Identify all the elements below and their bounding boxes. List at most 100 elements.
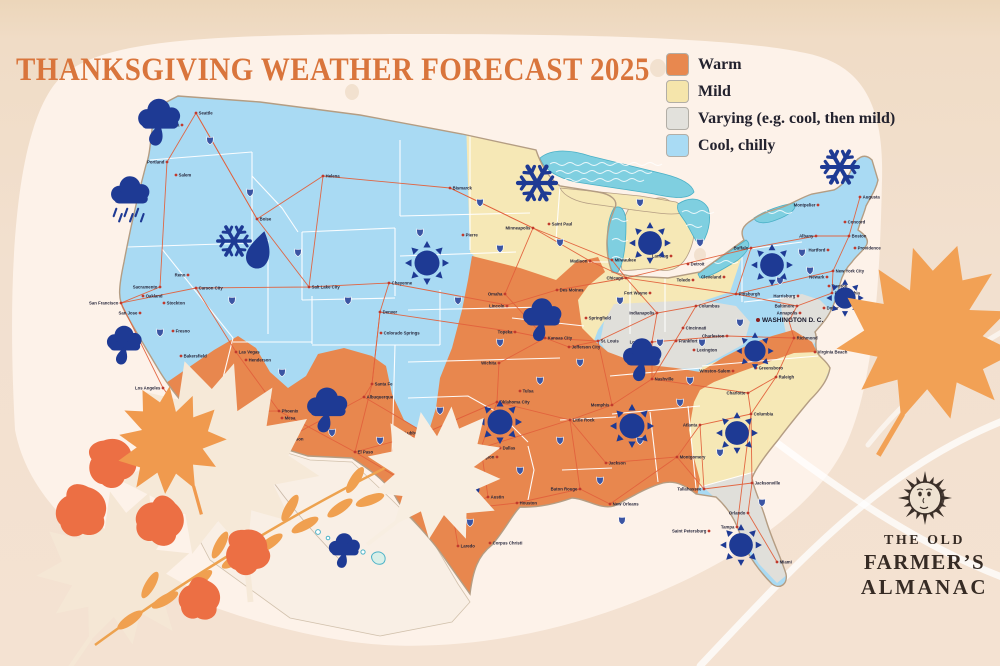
interstate-shield-icon xyxy=(556,436,564,445)
interstate-shield-icon xyxy=(156,328,164,337)
city-label: Corpus Christi xyxy=(493,541,523,546)
city-marker: Boise xyxy=(255,217,272,222)
weather-sun-icon xyxy=(716,412,758,454)
city-marker: Fort Wayne xyxy=(624,291,652,296)
interstate-shield-icon xyxy=(344,296,352,305)
weather-rain-cloud-icon xyxy=(138,98,181,146)
city-dot xyxy=(746,511,750,515)
city-marker: Houston xyxy=(515,501,537,506)
interstate-shield-icon xyxy=(206,136,214,145)
city-label: Wichita xyxy=(481,361,497,366)
city-label: Phoenix xyxy=(282,409,299,414)
weather-rain-streaks-icon xyxy=(111,176,150,223)
city-marker: Baltimore xyxy=(775,304,799,309)
interstate-shield-icon xyxy=(466,518,474,527)
weather-sun-icon xyxy=(751,244,793,286)
city-label: Chicago xyxy=(606,276,623,281)
city-dot xyxy=(518,389,522,393)
city-dot xyxy=(321,174,325,178)
city-label: Salt Lake City xyxy=(312,285,341,290)
city-label: Detroit xyxy=(691,262,705,267)
city-dot xyxy=(277,409,281,413)
city-label: Cincinnati xyxy=(686,326,707,331)
city-label: Nashville xyxy=(655,377,674,382)
city-label: Hartford xyxy=(808,248,825,253)
city-marker: Baton Rouge xyxy=(551,487,582,492)
city-dot xyxy=(681,326,685,330)
oak-leaf-icon xyxy=(55,484,107,537)
city-dot xyxy=(827,284,831,288)
city-label: Providence xyxy=(858,246,882,251)
city-dot xyxy=(486,495,490,499)
city-label: Bakersfield xyxy=(184,354,208,359)
interstate-shield-icon xyxy=(576,358,584,367)
city-label: Saint Petersburg xyxy=(672,529,707,534)
city-dot xyxy=(830,291,834,295)
city-marker: Saint Paul xyxy=(547,222,572,227)
oak-leaf-icon xyxy=(88,438,137,489)
city-dot xyxy=(826,248,830,252)
city-label: Cheyenne xyxy=(392,281,413,286)
city-marker: Jacksonville xyxy=(750,481,781,486)
logo-text-line3: ALMANAC xyxy=(860,575,989,599)
city-dot xyxy=(162,301,166,305)
city-dot xyxy=(774,375,778,379)
city-dot xyxy=(280,416,284,420)
city-label: Milwaukee xyxy=(615,258,637,263)
city-label: Oakland xyxy=(146,294,163,299)
great-lakes xyxy=(539,150,796,279)
city-label: Albuquerque xyxy=(367,395,394,400)
interstate-shield-icon xyxy=(596,476,604,485)
city-marker: Columbia xyxy=(749,412,774,417)
interstate-shield-icon xyxy=(278,368,286,377)
city-label: Frankfort xyxy=(679,339,698,344)
city-label: Boston xyxy=(852,234,867,239)
city-marker: Tulsa xyxy=(518,389,534,394)
weather-rain-cloud-icon xyxy=(623,338,662,382)
city-label: Fresno xyxy=(176,329,191,334)
legend-label: Warm xyxy=(698,55,742,73)
city-marker: Montpelier xyxy=(794,203,820,208)
interstate-shield-icon xyxy=(798,248,806,257)
city-label: Las Vegas xyxy=(239,350,261,355)
city-marker: Cheyenne xyxy=(387,281,413,286)
interstate-shield-icon xyxy=(246,188,254,197)
legend-swatch xyxy=(666,53,689,76)
interstate-shield-icon xyxy=(328,428,336,437)
legend-swatch xyxy=(666,107,689,130)
city-marker: Bakersfield xyxy=(179,354,208,359)
city-marker: Mesa xyxy=(280,416,296,421)
page-title: THANKSGIVING WEATHER FORECAST 2025 xyxy=(16,52,650,88)
interstate-shield-icon xyxy=(686,376,694,385)
city-dot xyxy=(692,348,696,352)
interstate-shield-icon xyxy=(416,228,424,237)
city-dot xyxy=(608,502,612,506)
city-label: Stockton xyxy=(167,301,186,306)
city-dot xyxy=(610,403,614,407)
city-dot xyxy=(362,395,366,399)
city-dot xyxy=(746,391,750,395)
city-dot xyxy=(194,111,198,115)
city-dot xyxy=(822,306,826,310)
city-label: Mesa xyxy=(285,416,296,421)
city-dot xyxy=(555,288,559,292)
city-marker: Salem xyxy=(174,173,191,178)
logo-text-line2: FARMER’S xyxy=(863,550,986,574)
lake-wave-pattern xyxy=(549,162,793,264)
city-dot xyxy=(353,450,357,454)
city-marker: Richmond xyxy=(792,336,818,341)
city-label: Henderson xyxy=(249,358,272,363)
city-marker: Harrisburg xyxy=(773,294,800,299)
autumn-leaf-decorations xyxy=(36,245,1000,666)
interstate-shield-icon xyxy=(454,296,462,305)
city-marker: Seattle xyxy=(194,111,213,116)
city-marker: Omaha xyxy=(488,292,507,297)
city-label: Austin xyxy=(491,495,505,500)
city-marker: St. Louis xyxy=(596,339,619,344)
city-dot xyxy=(119,301,123,305)
city-marker: Oakland xyxy=(141,294,163,299)
city-marker: Carson City xyxy=(194,286,223,291)
city-marker: Denver xyxy=(378,310,397,315)
